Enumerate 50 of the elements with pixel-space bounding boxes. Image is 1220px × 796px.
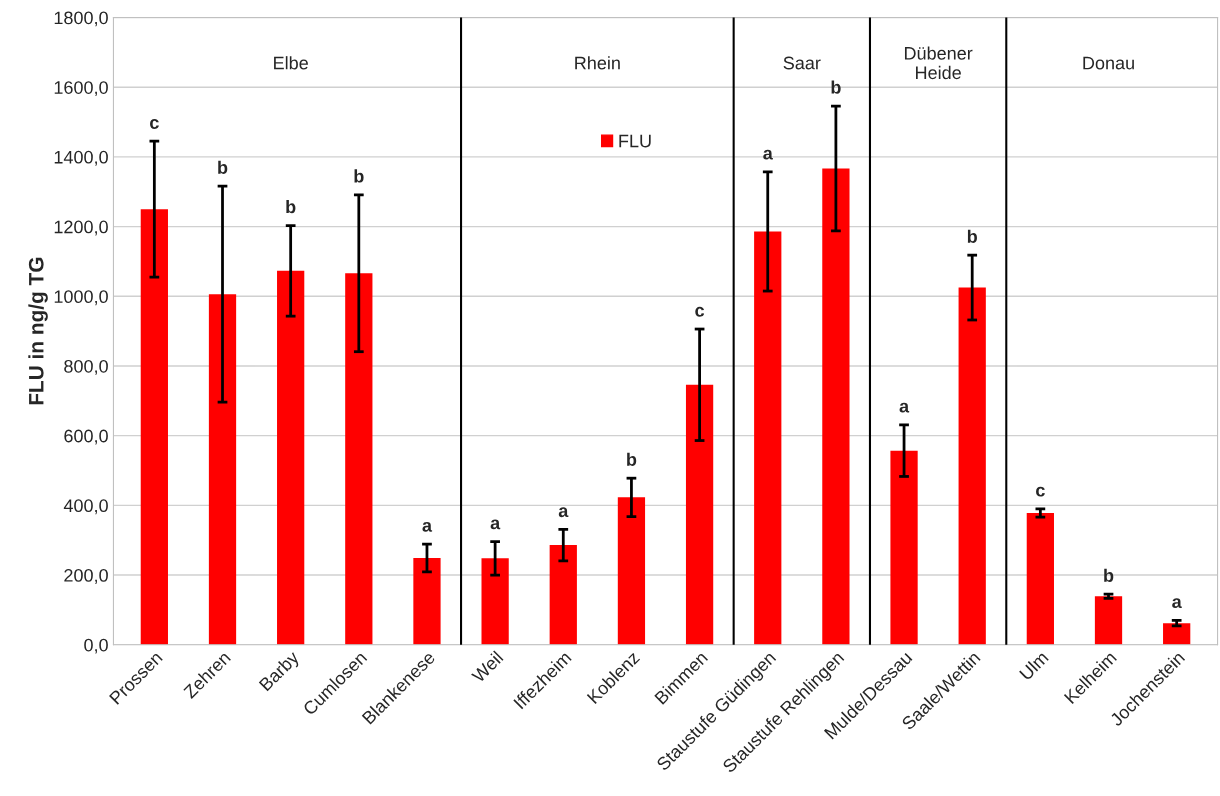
bar <box>685 384 714 645</box>
annotation: Donau <box>1083 56 1134 70</box>
annotation: c <box>1036 486 1045 497</box>
y-tick-label: 1200,0 <box>54 220 108 236</box>
y-tick-label: 1600,0 <box>54 81 108 97</box>
y-axis-title: FLU in ng/g TG <box>28 257 48 405</box>
annotation: a <box>1172 598 1182 609</box>
annotation: c <box>150 119 159 129</box>
annotation: b <box>286 200 296 214</box>
bar <box>958 287 986 645</box>
y-tick-label: 600,0 <box>64 429 108 445</box>
bar <box>549 545 577 645</box>
annotation: b <box>627 452 637 466</box>
bar <box>1094 596 1123 645</box>
bar <box>413 557 441 645</box>
bar <box>754 231 782 645</box>
annotation: Rhein <box>575 56 620 70</box>
y-tick-label: 200,0 <box>64 569 108 584</box>
annotation: b <box>1104 568 1114 582</box>
bar <box>1026 513 1054 645</box>
annotation: b <box>831 80 841 94</box>
annotation: Elbe <box>274 56 308 70</box>
y-tick-label: 1000,0 <box>54 290 108 306</box>
bar <box>822 168 850 645</box>
y-tick-label: 800,0 <box>64 359 108 375</box>
bar <box>1163 623 1191 645</box>
bar <box>481 558 509 645</box>
x-tick-label: Ulm <box>1018 650 1049 681</box>
annotation: b <box>354 169 364 183</box>
bar <box>617 497 646 645</box>
legend-label: FLU <box>619 134 651 148</box>
bar <box>140 209 168 645</box>
bar <box>208 294 237 645</box>
y-tick-label: 1400,0 <box>54 150 108 166</box>
bar <box>345 273 373 645</box>
annotation: Saar <box>783 56 821 70</box>
annotation: b <box>218 160 228 174</box>
annotation: a <box>558 507 569 518</box>
bar <box>890 450 918 645</box>
bar <box>277 270 305 645</box>
annotation: a <box>899 402 910 413</box>
y-tick-label: 0,0 <box>84 638 108 654</box>
annotation: a <box>490 519 501 530</box>
y-tick-label: 1800,0 <box>54 11 108 27</box>
annotation: Dübener Heide <box>904 46 973 80</box>
annotation: c <box>695 306 705 317</box>
annotation: a <box>422 521 433 532</box>
y-tick-label: 400,0 <box>63 499 108 515</box>
annotation: b <box>967 229 977 243</box>
annotation: a <box>763 149 773 160</box>
